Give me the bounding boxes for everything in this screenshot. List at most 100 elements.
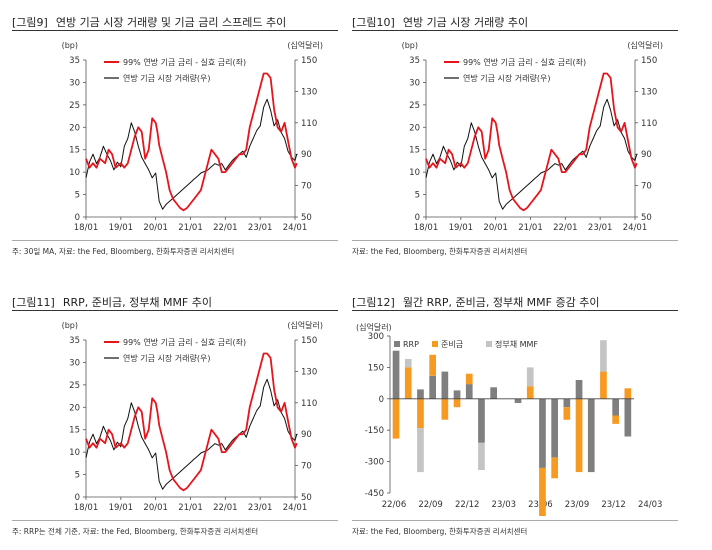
source-note: 자료: the Fed, Bloomberg, 한화투자증권 리서치센터 <box>352 247 528 256</box>
y-tick-label: -300 <box>365 458 384 468</box>
bar-reserves <box>539 467 546 516</box>
right-tick-label: 150 <box>301 56 317 66</box>
y-tick-label: 0 <box>379 395 384 405</box>
series-line-spread <box>425 72 638 212</box>
legend-swatch-mmf <box>486 341 492 347</box>
title-rule <box>12 310 338 311</box>
legend-label-spread: 99% 연방 기금 금리 - 실효 금리(좌) <box>123 337 246 347</box>
x-tick-label: 19/01 <box>109 503 134 513</box>
left-tick-label: 0 <box>75 493 80 503</box>
bar-reserves <box>404 367 412 399</box>
source-note: 자료: the Fed, Bloomberg, 한화투자증권 리서치센터 <box>352 527 528 536</box>
x-tick-label: 19/01 <box>109 223 134 233</box>
legend-swatch-rrp <box>394 341 400 347</box>
bar-rrp <box>465 384 473 399</box>
bar-reserves <box>600 371 607 399</box>
x-tick-label: 24/01 <box>283 223 308 233</box>
left-tick-label: 35 <box>409 56 420 66</box>
bar-rrp <box>612 398 619 416</box>
bar-reserves <box>526 386 534 399</box>
legend-label-spread: 99% 연방 기금 금리 - 실효 금리(좌) <box>123 57 246 67</box>
panel-figure-10: [그림10] 연방 기금 시장 거래량 추이 (bp) (십억달러) 0 5 10 15 20… <box>352 0 678 270</box>
right-tick-label: 70 <box>641 182 652 192</box>
x-tick-label: 20/01 <box>483 223 508 233</box>
left-tick-label: 20 <box>69 123 80 133</box>
left-tick-label: 15 <box>69 426 80 436</box>
bar-rrp <box>551 398 558 458</box>
panel-figure-9: [그림9] 연방 기금 시장 거래량 및 기금 금리 스프레드 추이 (bp) (십… <box>12 0 338 270</box>
x-tick-label: 23/01 <box>248 223 273 233</box>
left-tick-label: 15 <box>409 146 420 156</box>
y-tick-label: -150 <box>365 426 384 436</box>
source-note: 주: 30일 MA, 자료: the Fed, Bloomberg, 한화투자증… <box>12 247 235 256</box>
legend-label-volume: 연방 기금 시장 거래량(우) <box>123 353 210 363</box>
bar-mmf <box>478 442 485 470</box>
bar-mmf <box>404 359 412 368</box>
left-tick-label: 35 <box>69 336 80 346</box>
panel-title: [그림10] 연방 기금 시장 거래량 추이 <box>352 14 678 34</box>
bar-rrp <box>539 398 546 468</box>
bar-rrp <box>490 387 497 399</box>
x-tick-label: 22/06 <box>382 500 407 510</box>
figure-title: 월간 RRP, 준비금, 정부채 MMF 증감 추이 <box>402 296 600 309</box>
x-tick-label: 24/03 <box>638 500 663 510</box>
right-tick-label: 130 <box>301 87 317 97</box>
bar-rrp <box>392 350 400 399</box>
bar-rrp <box>429 375 436 399</box>
y-tick-label: -450 <box>365 489 384 499</box>
right-tick-label: 130 <box>641 87 657 97</box>
left-tick-label: 35 <box>69 56 80 66</box>
left-tick-label: 5 <box>415 191 420 201</box>
left-tick-label: 5 <box>75 471 80 481</box>
series-line-spread <box>85 352 298 492</box>
bar-reserves <box>465 373 473 385</box>
x-tick-label: 19/01 <box>449 223 474 233</box>
right-tick-label: 110 <box>301 399 317 409</box>
footer-rule <box>352 240 678 241</box>
left-unit-label: (bp) <box>62 321 78 330</box>
title-rule <box>352 30 678 31</box>
figure-title: 연방 기금 시장 거래량 및 기금 금리 스프레드 추이 <box>55 16 287 29</box>
footer-rule <box>352 520 678 521</box>
y-tick-label: 300 <box>368 332 384 342</box>
bar-rrp <box>453 390 461 399</box>
bar-reserves <box>551 457 558 479</box>
left-tick-label: 20 <box>409 123 420 133</box>
figure-label: [그림10] <box>352 16 395 29</box>
y-tick-label: 150 <box>368 363 384 373</box>
figure-label: [그림12] <box>352 296 395 309</box>
left-tick-label: 30 <box>409 78 420 88</box>
y-unit-label: (십억달러) <box>356 322 392 332</box>
bar-rrp <box>478 398 485 443</box>
right-tick-label: 50 <box>641 213 652 223</box>
panel-title: [그림12] 월간 RRP, 준비금, 정부채 MMF 증감 추이 <box>352 294 678 314</box>
x-tick-label: 20/01 <box>143 503 168 513</box>
left-tick-label: 30 <box>69 358 80 368</box>
right-tick-label: 50 <box>301 493 312 503</box>
bar-rrp <box>624 398 632 437</box>
bar-rrp <box>514 398 522 403</box>
x-tick-label: 21/01 <box>518 223 543 233</box>
footer-rule <box>12 520 338 521</box>
legend-label-reserves: 준비금 <box>441 340 463 349</box>
legend-label-volume: 연방 기금 시장 거래량(우) <box>463 73 550 83</box>
series-line-volume <box>85 378 298 490</box>
series-line-spread <box>85 72 298 212</box>
bar-rrp <box>441 371 449 399</box>
x-tick-label: 23/03 <box>492 500 517 510</box>
legend-label-spread: 99% 연방 기금 금리 - 실효 금리(좌) <box>463 57 586 67</box>
right-tick-label: 90 <box>301 430 312 440</box>
figure-label: [그림11] <box>12 296 55 309</box>
left-tick-label: 30 <box>69 78 80 88</box>
title-rule <box>352 310 678 311</box>
bar-reserves <box>417 398 424 429</box>
left-tick-label: 10 <box>69 448 80 458</box>
x-tick-label: 22/12 <box>455 500 480 510</box>
left-unit-label: (bp) <box>62 41 78 50</box>
right-tick-label: 90 <box>301 150 312 160</box>
bar-reserves <box>429 354 436 376</box>
figure-label: [그림9] <box>12 16 48 29</box>
source-note: 주: RRP는 전체 기준, 자료: the Fed, Bloomberg, 한… <box>12 527 259 536</box>
x-tick-label: 23/01 <box>588 223 613 233</box>
